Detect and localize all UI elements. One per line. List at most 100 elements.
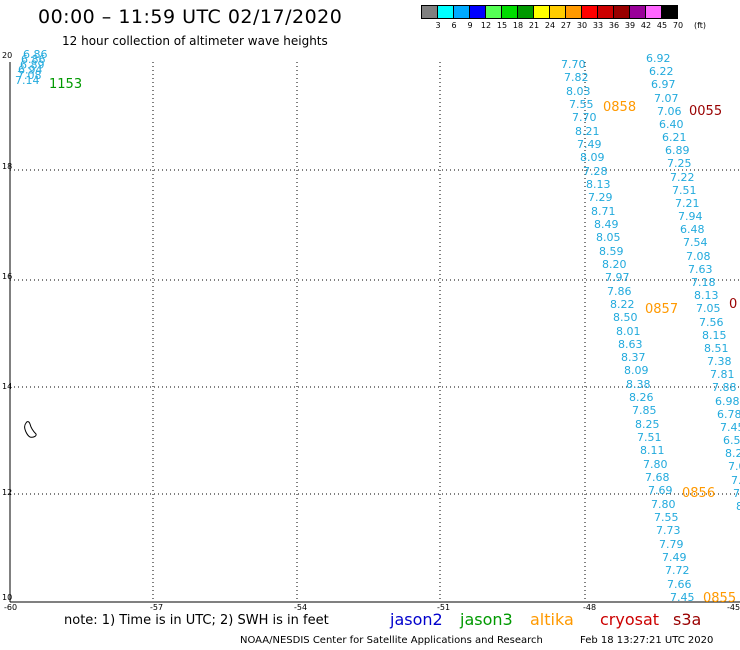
swh-value-label: 6.40 [659,118,684,131]
swh-value-label: 6.86 [21,53,46,66]
swh-value-label: 8.22 [610,298,635,311]
swh-value-label: 8.2 [725,447,740,460]
colorbar-swatch [661,5,678,19]
swh-value-label: 6.54 [723,434,740,447]
swh-value-label: 8.38 [626,378,651,391]
colorbar-label: 45 [656,21,668,30]
lat-tick-label: 20 [2,51,12,60]
pass-time-label: 0857 [645,302,678,317]
lon-tick-label: -60 [4,603,17,612]
colorbar-label: 12 [480,21,492,30]
swh-value-label: 7.81 [710,368,735,381]
swh-value-label: 8.37 [621,351,646,364]
pass-time-label: 0055 [689,104,722,119]
swh-value-label: 7.49 [662,551,687,564]
island-outline [24,421,37,438]
colorbar-label: 21 [528,21,540,30]
colorbar-label: 6 [451,21,457,30]
swh-value-label: 6.22 [649,65,674,78]
legend-jason3: jason3 [460,610,513,629]
swh-value-label: 8.51 [704,342,729,355]
swh-value-label: 8.26 [629,391,654,404]
legend-cryosat: cryosat [600,610,660,629]
swh-value-label: 7.45 [720,421,740,434]
swh-value-label: 7.08 [17,69,42,82]
lon-tick-label: -57 [150,603,163,612]
legend-altika: altika [530,610,574,629]
colorbar-label: (ft) [693,21,707,30]
swh-value-label: 8.50 [613,311,638,324]
swh-value-label: 7.86 [607,285,632,298]
pass-time-label: 0855 [703,591,736,606]
swh-value-label: 7.08 [686,250,711,263]
swh-value-label: 7.25 [667,157,692,170]
swh-value-label: 6.48 [680,223,705,236]
swh-value-label: 8.09 [624,364,649,377]
swh-value-label: 8 [736,500,740,513]
swh-value-label: 7.22 [670,171,695,184]
swh-value-label: 8.21 [575,125,600,138]
colorbar-label: 9 [467,21,473,30]
colorbar-label: 15 [496,21,508,30]
lon-tick-label: -51 [437,603,450,612]
lon-tick-label: -48 [583,603,596,612]
lat-tick-label: 10 [2,593,12,602]
swh-value-label: 7.73 [656,524,681,537]
swh-value-label: 7.80 [651,498,676,511]
swh-value-label: 7. [733,487,740,500]
lat-tick-label: 12 [2,488,12,497]
lat-tick-label: 16 [2,272,12,281]
swh-value-label: 6.78 [717,408,740,421]
swh-value-label: 7.97 [605,271,630,284]
colorbar-label: 24 [544,21,556,30]
colorbar-label: 18 [512,21,524,30]
swh-value-label: 6.89 [20,58,45,71]
swh-value-label: 8.05 [596,231,621,244]
swh-value-label: 8.03 [566,85,591,98]
pass-time-label: 0858 [603,100,636,115]
swh-value-label: 7.63 [688,263,713,276]
swh-value-label: 7.94 [678,210,703,223]
swh-value-label: 6.86 [23,48,48,61]
swh-value-label: 7.80 [643,458,668,471]
swh-value-label: 7.56 [699,316,724,329]
swh-value-label: 6.89 [665,144,690,157]
swh-value-label: 7.49 [577,138,602,151]
swh-value-label: 7.88 [712,381,737,394]
colorbar-label: 33 [592,21,604,30]
lat-tick-label: 18 [2,162,12,171]
swh-value-label: 6.98 [715,395,740,408]
swh-value-label: 8.63 [618,338,643,351]
swh-value-label: 8.59 [599,245,624,258]
lat-tick-label: 14 [2,382,12,391]
swh-value-label: 7.82 [564,71,589,84]
swh-value-label: 7.54 [683,236,708,249]
lon-tick-label: -45 [727,603,740,612]
colorbar-label: 36 [608,21,620,30]
swh-value-label: 6.97 [651,78,676,91]
swh-value-label: 8.11 [640,444,665,457]
swh-value-label: 8.09 [580,151,605,164]
swh-value-label: 7. [731,474,740,487]
swh-value-label: 7.29 [588,191,613,204]
footer-note: note: 1) Time is in UTC; 2) SWH is in fe… [64,613,329,628]
credit-line: NOAA/NESDIS Center for Satellite Applica… [240,635,543,646]
swh-value-label: 7.0 [728,460,740,473]
swh-value-label: 7.70 [561,58,586,71]
swh-value-label: 7.66 [667,578,692,591]
swh-value-label: 8.13 [694,289,719,302]
swh-value-label: 7.55 [654,511,679,524]
swh-value-label: 6.92 [646,52,671,65]
colorbar-label: 70 [672,21,684,30]
swh-value-label: 7.51 [637,431,662,444]
swh-value-label: 7.06 [657,105,682,118]
colorbar-label: 3 [435,21,441,30]
swh-value-label: 7.18 [691,276,716,289]
swh-value-label: 8.13 [586,178,611,191]
colorbar-labels: 3 6 9 12 15 18 21 24 27 30 33 36 39 42 45 70 (ft) [422,21,740,33]
swh-value-label: 7.51 [672,184,697,197]
swh-value-label: 7.07 [654,92,679,105]
swh-value-label: 6.94 [18,64,43,77]
swh-value-label: 8.15 [702,329,727,342]
legend-jason2: jason2 [390,610,443,629]
